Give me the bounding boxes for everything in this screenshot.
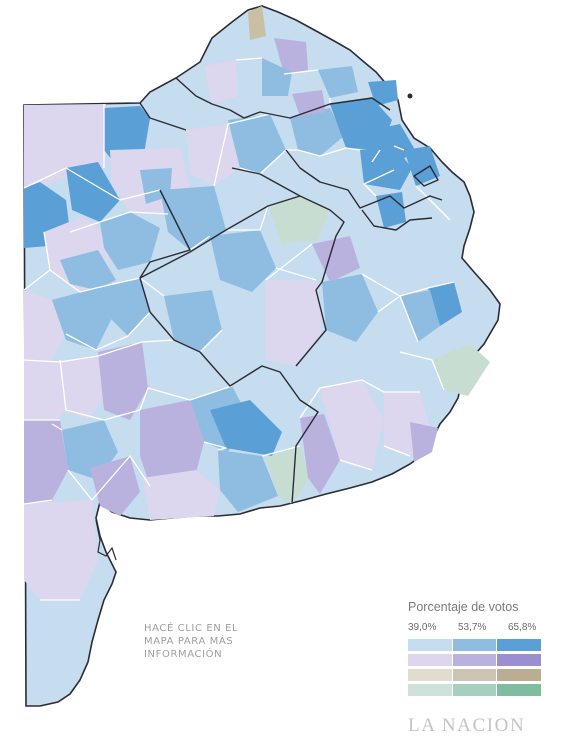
county-patch[interactable] (160, 186, 226, 250)
county-patch[interactable] (186, 124, 240, 186)
legend-swatch-tan-0 (408, 669, 452, 681)
click-hint-line3: INFORMACIÓN (144, 649, 223, 660)
county-patch[interactable] (410, 422, 438, 462)
county-patch[interactable] (218, 450, 278, 512)
legend-tick-mid: 53,7% (458, 622, 487, 633)
legend-title: Porcentaje de votos (408, 600, 519, 614)
county-patch[interactable] (98, 342, 148, 420)
county-patch[interactable] (248, 6, 266, 40)
legend: Porcentaje de votos 39,0% 53,7% 65,8% (408, 600, 542, 696)
legend-swatch-purple-1 (452, 654, 497, 666)
county-patch[interactable] (140, 168, 172, 204)
county-patch[interactable] (228, 114, 286, 174)
click-hint: HACÉ CLIC EN EL MAPA PARA MÁS INFORMACIÓ… (144, 622, 254, 661)
county-patch[interactable] (312, 236, 360, 282)
county-patch[interactable] (66, 162, 120, 222)
county-patch[interactable] (204, 60, 238, 104)
county-patch[interactable] (266, 280, 322, 366)
island-dot (407, 93, 413, 99)
legend-row-tan (408, 669, 542, 681)
legend-swatch-tan-2 (497, 669, 542, 681)
county-patch[interactable] (290, 108, 344, 156)
legend-swatch-tan-1 (452, 669, 497, 681)
county-patch[interactable] (24, 290, 66, 362)
county-patch[interactable] (96, 278, 150, 336)
county-patch[interactable] (24, 420, 68, 504)
legend-tick-low: 39,0% (408, 622, 437, 633)
county-patch[interactable] (376, 192, 406, 228)
county-patch[interactable] (140, 400, 204, 486)
county-patch[interactable] (322, 274, 378, 342)
county-patch[interactable] (428, 282, 462, 326)
legend-swatch-blue-0 (408, 639, 452, 651)
click-hint-line2: MAPA PARA MÁS (144, 636, 234, 647)
legend-swatch-purple-0 (408, 654, 452, 666)
county-patch[interactable] (90, 456, 140, 516)
county-patch[interactable] (60, 356, 108, 420)
county-patch[interactable] (300, 414, 340, 494)
legend-swatch-blue-2 (497, 639, 542, 651)
county-patch[interactable] (104, 106, 150, 160)
county-patch[interactable] (100, 212, 160, 270)
legend-swatches (408, 639, 542, 696)
county-patch[interactable] (274, 38, 308, 74)
county-patch[interactable] (404, 146, 440, 186)
county-patch[interactable] (24, 500, 98, 600)
section-borders (139, 77, 443, 505)
county-patch[interactable] (266, 446, 310, 504)
legend-swatch-green-0 (408, 684, 452, 696)
legend-swatch-blue-1 (452, 639, 497, 651)
county-patch[interactable] (400, 290, 440, 342)
county-patch[interactable] (210, 230, 276, 292)
county-patches[interactable] (24, 6, 490, 600)
county-patch[interactable] (360, 146, 412, 190)
click-hint-line1: HACÉ CLIC EN EL (144, 623, 239, 634)
county-patch[interactable] (210, 400, 282, 456)
legend-ticks: 39,0% 53,7% 65,8% (408, 622, 542, 636)
county-patch[interactable] (164, 290, 222, 352)
brand-logo: LA NACION (408, 715, 526, 736)
county-patch[interactable] (60, 250, 116, 290)
county-patch[interactable] (318, 66, 358, 98)
county-patch[interactable] (268, 196, 330, 244)
county-patch[interactable] (320, 380, 384, 470)
county-patch[interactable] (262, 58, 292, 96)
legend-tick-high: 65,8% (508, 622, 537, 633)
legend-swatch-green-2 (497, 684, 542, 696)
coast-inlet (95, 519, 117, 561)
legend-swatch-purple-2 (497, 654, 542, 666)
legend-row-blue (408, 639, 542, 651)
county-patch[interactable] (432, 344, 490, 396)
county-patch[interactable] (292, 90, 326, 116)
legend-swatch-green-1 (452, 684, 497, 696)
county-patch[interactable] (142, 470, 220, 520)
legend-row-purple (408, 654, 542, 666)
legend-row-green (408, 684, 542, 696)
